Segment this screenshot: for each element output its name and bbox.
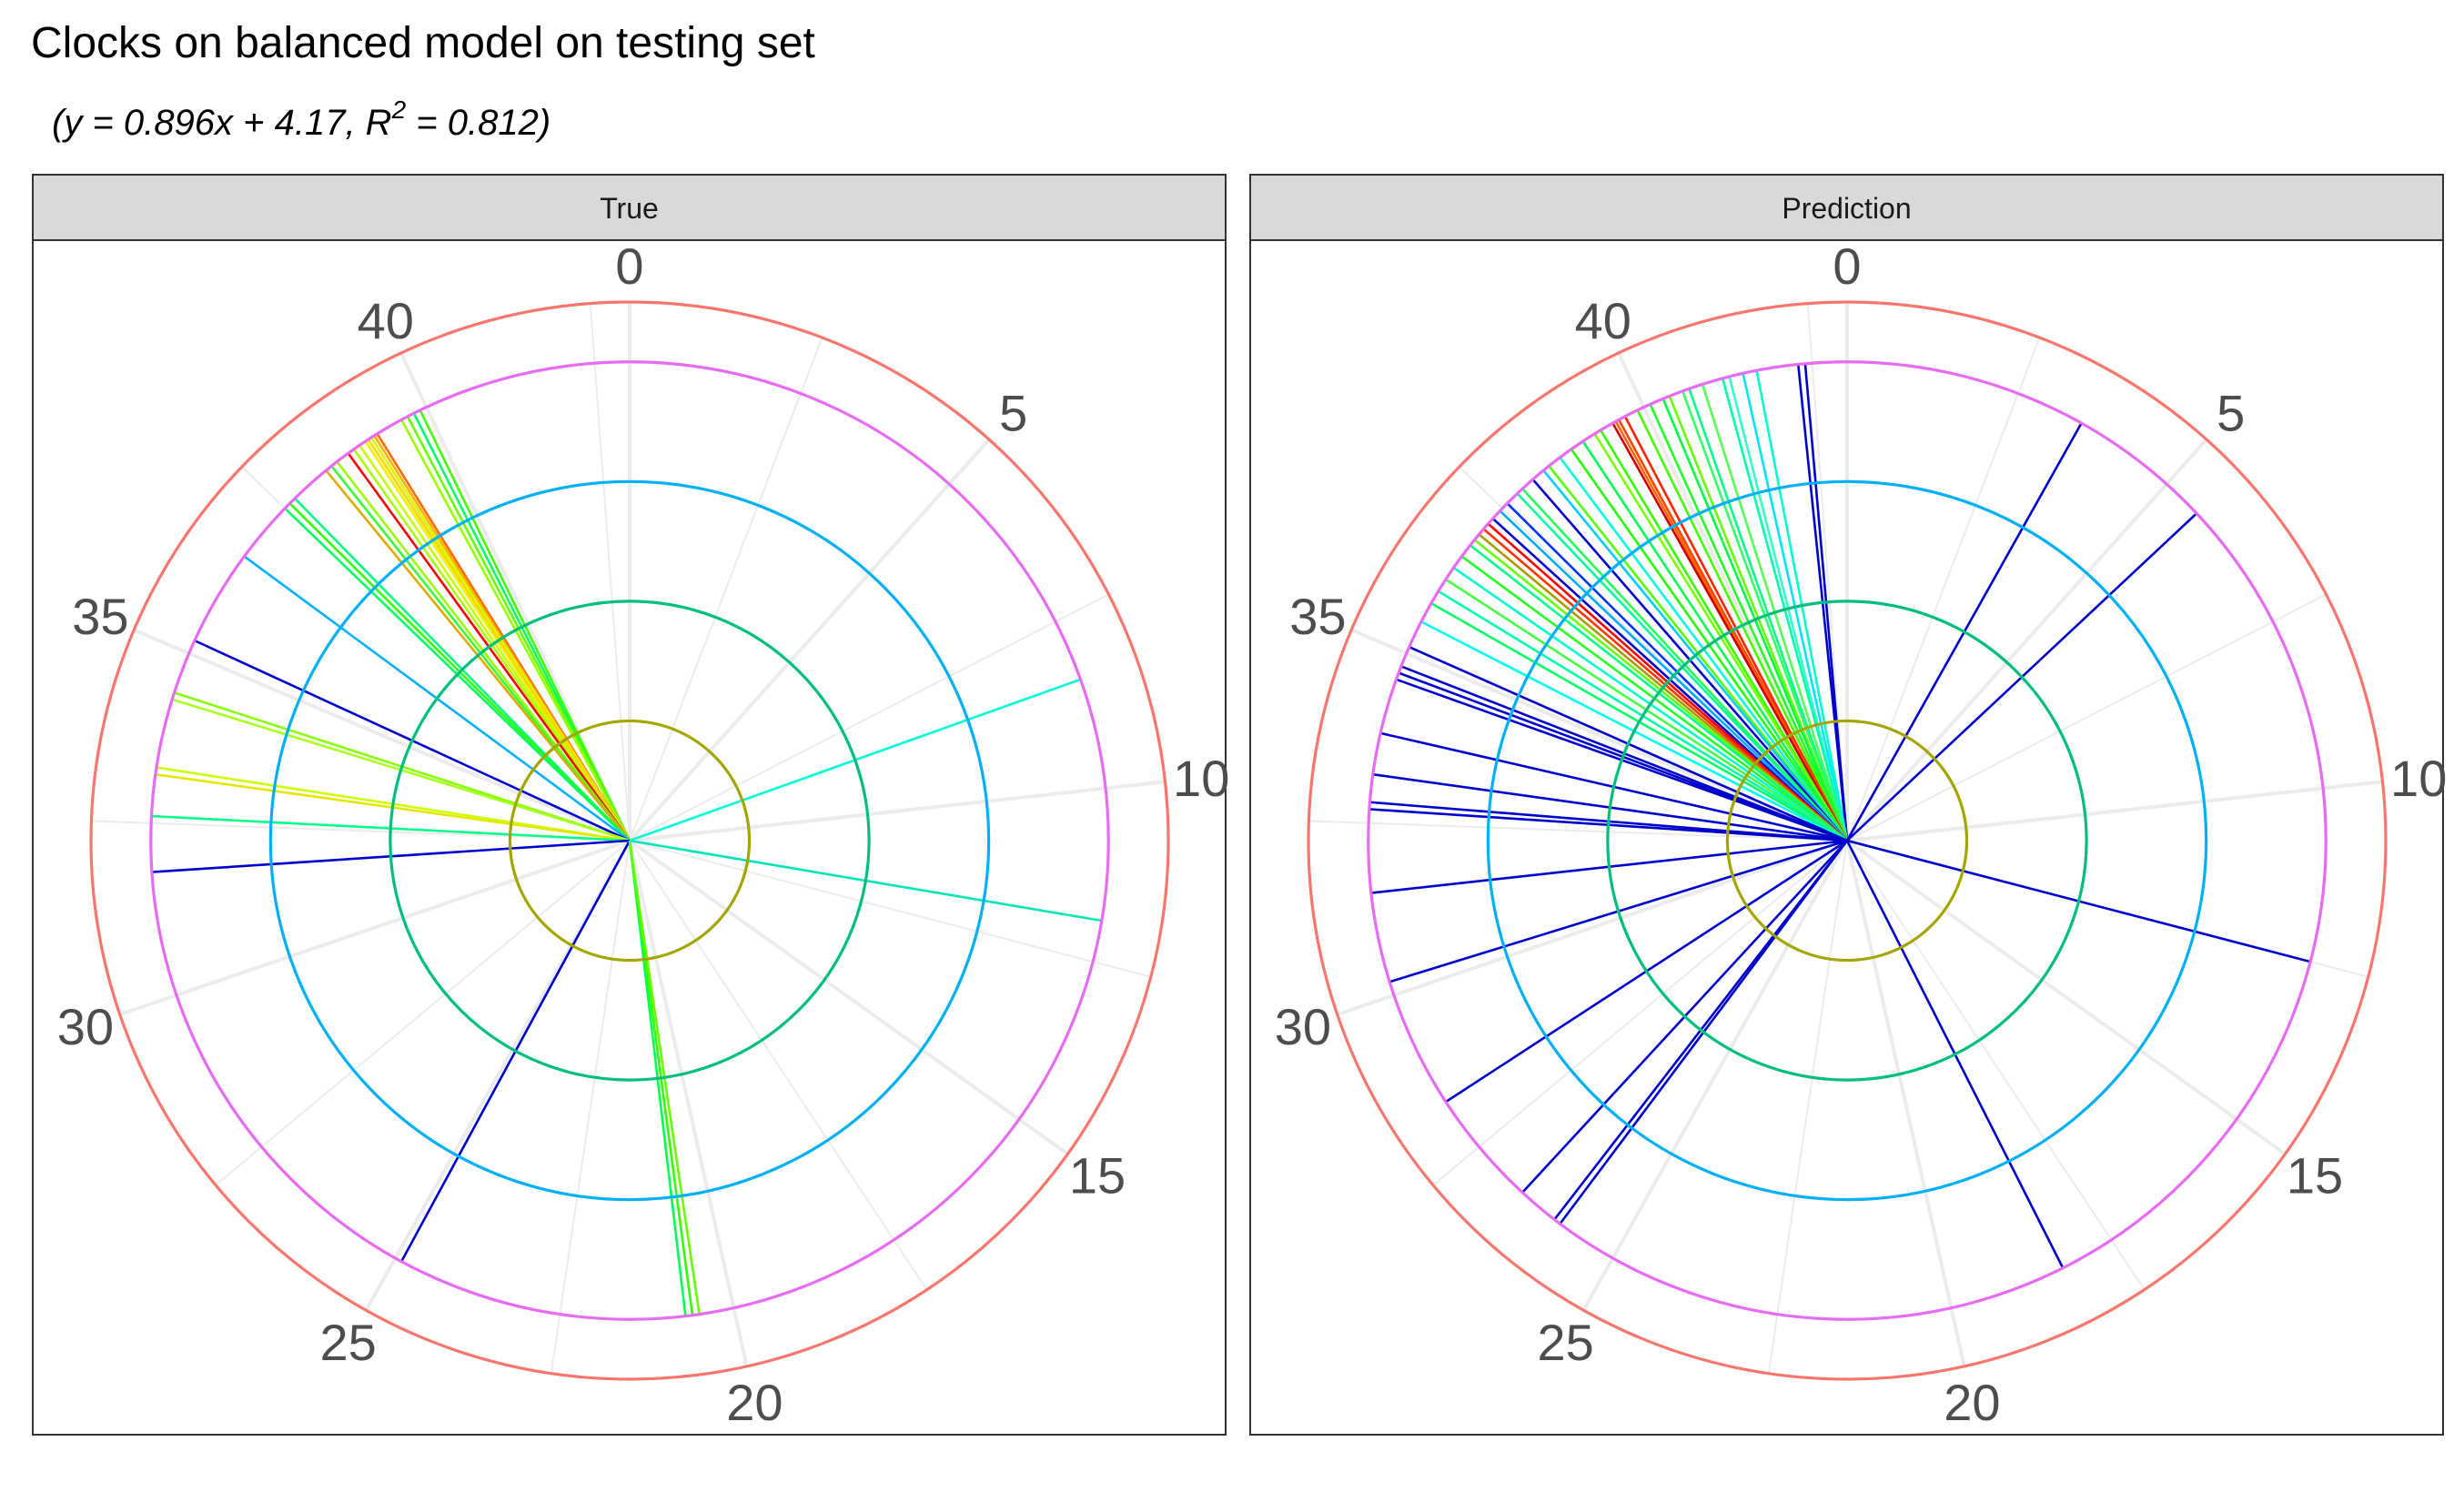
major-gridline [1350, 628, 1848, 842]
major-gridline [1337, 839, 1848, 1017]
facet-label: Prediction [1782, 192, 1911, 225]
minor-gridline [629, 337, 823, 842]
theta-tick-label: 5 [999, 384, 1027, 441]
major-gridline [119, 839, 631, 1017]
ring-2 [1606, 600, 2088, 1082]
theta-tick-label: 30 [1275, 998, 1331, 1055]
minor-gridline [589, 303, 631, 842]
chart-title: Clocks on balanced model on testing set [31, 19, 815, 67]
major-gridline [133, 628, 631, 842]
subtitle-main: (y = 0.896x + 4.17, R [52, 103, 392, 143]
minor-gridline [550, 840, 631, 1374]
major-gridline [1845, 840, 1966, 1367]
facet-strip [32, 174, 1227, 241]
theta-tick-label: 40 [1575, 292, 1631, 349]
ring-1 [508, 719, 752, 963]
theta-tick-label: 35 [72, 588, 128, 645]
major-gridline [399, 352, 631, 842]
major-gridline [364, 840, 631, 1312]
major-gridline [1845, 839, 2287, 1156]
minor-gridline [629, 840, 1152, 978]
panel-prediction: Prediction 0 5 10 15 20 25 30 35 40 [1249, 174, 2447, 1436]
minor-gridline [1432, 840, 1848, 1186]
minor-gridline [629, 840, 928, 1291]
minor-gridline [629, 593, 1109, 842]
minor-gridline [215, 840, 631, 1186]
theta-tick-label: 35 [1289, 588, 1346, 645]
theta-tick-label: 30 [57, 998, 114, 1055]
theta-tick-label: 20 [726, 1374, 783, 1431]
theta-tick-label: 15 [2287, 1147, 2343, 1205]
major-gridline [1581, 840, 1849, 1312]
minor-gridline [1846, 593, 2327, 842]
major-gridline [628, 840, 749, 1367]
theta-tick-label: 0 [615, 237, 643, 295]
theta-tick-label: 25 [1538, 1314, 1594, 1371]
major-gridline [628, 839, 1069, 1156]
facet-label: True [600, 192, 659, 225]
ring-4 [149, 360, 1110, 1321]
subtitle-rest: = 0.812) [406, 103, 550, 143]
ring-4 [1367, 360, 2328, 1321]
minor-gridline [1846, 337, 2041, 842]
minor-gridline [1806, 303, 1848, 842]
theta-tick-label: 10 [1173, 750, 1229, 807]
minor-gridline [91, 820, 631, 842]
ring-3 [1486, 479, 2208, 1202]
ring-5 [89, 300, 1170, 1381]
panels: True 0 5 10 15 20 25 30 35 40 Prediction 0 5 10 15 20 25… [32, 174, 2447, 1436]
theta-tick-label: 0 [1833, 237, 1861, 295]
major-gridline [1845, 438, 2208, 842]
major-gridline [1846, 780, 2383, 842]
theta-tick-label: 40 [358, 292, 414, 349]
theta-tick-label: 20 [1944, 1374, 2000, 1431]
ring-5 [1307, 300, 2388, 1381]
theta-tick-label: 5 [2217, 384, 2245, 441]
ring-2 [389, 600, 871, 1082]
major-gridline [628, 438, 991, 842]
major-gridline [1616, 352, 1849, 842]
theta-tick-label: 10 [2390, 750, 2447, 807]
theta-tick-label: 15 [1069, 1147, 1126, 1205]
minor-gridline [1308, 820, 1848, 842]
major-gridline [629, 780, 1166, 842]
minor-gridline [1767, 840, 1848, 1374]
minor-gridline [1846, 840, 2146, 1291]
ring-1 [1725, 719, 1969, 963]
panel-true: True 0 5 10 15 20 25 30 35 40 [32, 174, 1229, 1436]
ring-3 [268, 479, 991, 1202]
subtitle-superscript: 2 [391, 96, 407, 124]
chart-subtitle: (y = 0.896x + 4.17, R2 = 0.812) [52, 96, 550, 143]
theta-tick-label: 25 [320, 1314, 377, 1371]
